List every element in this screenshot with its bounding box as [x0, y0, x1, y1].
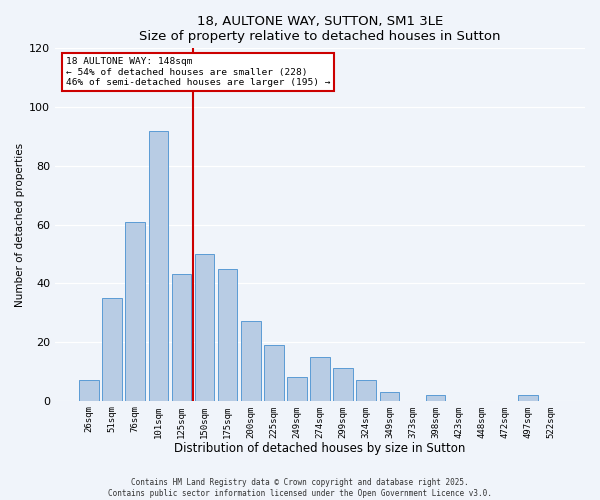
- Bar: [287, 377, 307, 400]
- Bar: [310, 356, 330, 401]
- Title: 18, AULTONE WAY, SUTTON, SM1 3LE
Size of property relative to detached houses in: 18, AULTONE WAY, SUTTON, SM1 3LE Size of…: [139, 15, 501, 43]
- Bar: [264, 345, 284, 401]
- Bar: [149, 130, 168, 400]
- Bar: [79, 380, 99, 400]
- Bar: [103, 298, 122, 400]
- Text: 18 AULTONE WAY: 148sqm
← 54% of detached houses are smaller (228)
46% of semi-de: 18 AULTONE WAY: 148sqm ← 54% of detached…: [66, 57, 330, 87]
- Bar: [518, 395, 538, 400]
- X-axis label: Distribution of detached houses by size in Sutton: Distribution of detached houses by size …: [175, 442, 466, 455]
- Bar: [241, 322, 260, 400]
- Bar: [426, 395, 445, 400]
- Bar: [125, 222, 145, 400]
- Text: Contains HM Land Registry data © Crown copyright and database right 2025.
Contai: Contains HM Land Registry data © Crown c…: [108, 478, 492, 498]
- Bar: [195, 254, 214, 400]
- Bar: [380, 392, 399, 400]
- Bar: [356, 380, 376, 400]
- Bar: [334, 368, 353, 400]
- Bar: [218, 268, 238, 400]
- Bar: [172, 274, 191, 400]
- Y-axis label: Number of detached properties: Number of detached properties: [15, 142, 25, 306]
